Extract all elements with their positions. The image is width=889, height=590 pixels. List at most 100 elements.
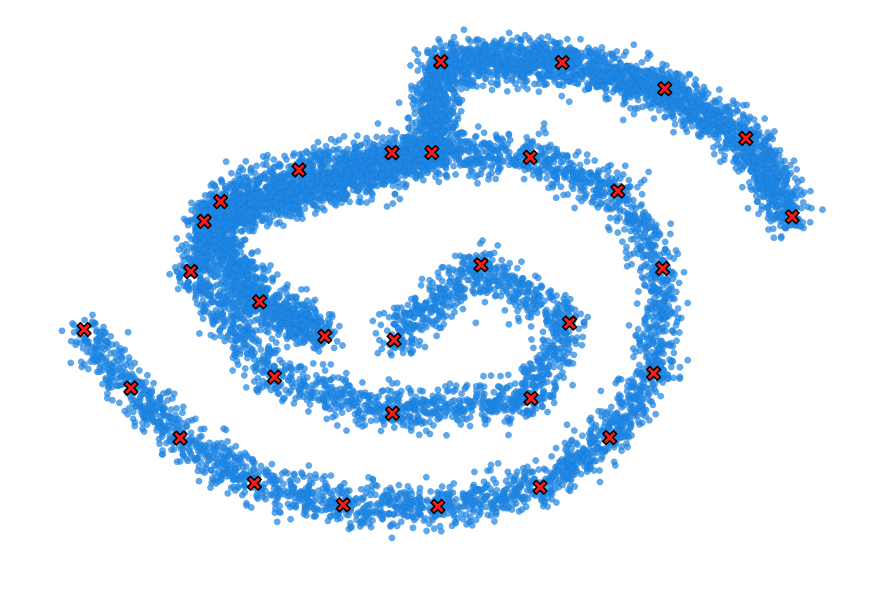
cloud-point (249, 459, 257, 466)
cloud-point (680, 268, 688, 276)
cloud-point (322, 381, 330, 389)
cloud-point (471, 133, 479, 141)
cloud-point (375, 310, 383, 318)
cloud-point (438, 491, 446, 499)
cloud-point (487, 466, 494, 474)
cloud-point (605, 424, 612, 432)
cloud-point (458, 390, 466, 398)
cloud-point (150, 379, 158, 387)
cloud-point (465, 518, 473, 526)
cloud-point (321, 390, 329, 398)
cloud-point (457, 284, 465, 292)
cloud-point (117, 373, 125, 381)
cloud-point (257, 346, 265, 354)
cloud-point (369, 517, 376, 525)
cloud-point (406, 505, 414, 513)
cloud-point (542, 466, 550, 474)
cloud-point (538, 403, 546, 411)
cloud-point (178, 409, 186, 417)
cloud-point (195, 330, 203, 337)
cloud-point (309, 381, 317, 389)
cloud-point (595, 167, 602, 175)
cloud-point (556, 372, 564, 380)
cloud-point (561, 298, 569, 306)
cloud-point (527, 360, 535, 368)
cloud-point (556, 363, 564, 371)
cloud-point (544, 317, 552, 325)
cloud-point (429, 516, 437, 524)
cloud-point (536, 351, 544, 359)
cloud-point (243, 452, 251, 460)
cloud-point (305, 496, 313, 504)
cloud-point (84, 365, 92, 373)
cloud-point (327, 135, 335, 143)
cloud-point (596, 181, 604, 189)
cloud-point (185, 286, 193, 294)
cloud-point (572, 179, 580, 187)
cloud-point (525, 411, 532, 419)
cloud-point (618, 238, 626, 246)
cloud-point (321, 151, 329, 159)
cloud-point (665, 285, 673, 293)
cloud-point (547, 165, 555, 173)
cloud-point (375, 401, 383, 409)
cloud-point (179, 403, 187, 411)
cloud-point (548, 452, 556, 460)
cloud-point (99, 355, 107, 363)
cloud-point (450, 266, 457, 274)
cloud-point (438, 483, 446, 491)
cloud-point (202, 302, 210, 310)
cloud-point (651, 275, 659, 283)
cloud-point (625, 321, 633, 329)
cloud-point (259, 369, 267, 377)
cloud-point (103, 394, 111, 402)
cloud-point (470, 468, 478, 476)
cloud-point (244, 323, 252, 330)
cloud-point (515, 507, 523, 515)
cloud-point (202, 464, 210, 472)
cloud-point (156, 440, 164, 448)
cloud-point (492, 509, 500, 516)
cloud-point (241, 471, 249, 479)
cloud-point (604, 167, 612, 175)
cloud-point (323, 504, 331, 512)
cloud-point (139, 419, 146, 427)
cloud-point (626, 251, 634, 259)
cloud-point (406, 417, 414, 424)
cloud-point (623, 243, 630, 251)
cloud-point (570, 351, 578, 359)
cloud-point (413, 301, 421, 309)
cloud-point (434, 269, 442, 277)
cloud-point (124, 328, 132, 336)
cloud-point (222, 158, 230, 166)
cloud-point (304, 408, 312, 415)
cloud-point (226, 452, 234, 459)
cloud-point (514, 314, 522, 322)
cloud-point (264, 360, 272, 368)
cloud-point (233, 357, 241, 365)
cloud-point (174, 285, 182, 293)
cloud-point (232, 442, 240, 450)
cloud-point (259, 356, 267, 364)
cloud-point (251, 337, 259, 345)
cloud-point (512, 388, 520, 395)
cloud-point (648, 340, 656, 348)
cloud-point (417, 281, 425, 289)
cloud-point (289, 152, 297, 160)
cloud-point (190, 454, 198, 462)
cloud-point (274, 346, 281, 354)
cloud-point (426, 430, 434, 438)
cloud-point (434, 415, 441, 423)
cloud-point (267, 386, 275, 394)
cloud-point (618, 447, 626, 455)
cloud-point (288, 364, 295, 372)
cloud-point (652, 321, 660, 329)
cloud-point (369, 317, 377, 325)
cloud-point (539, 328, 547, 336)
cloud-point (115, 399, 123, 407)
cloud-point (262, 468, 270, 476)
cloud-point (124, 371, 132, 379)
cloud-point (290, 470, 298, 478)
cloud-point (216, 298, 224, 306)
cloud-point (315, 375, 323, 383)
